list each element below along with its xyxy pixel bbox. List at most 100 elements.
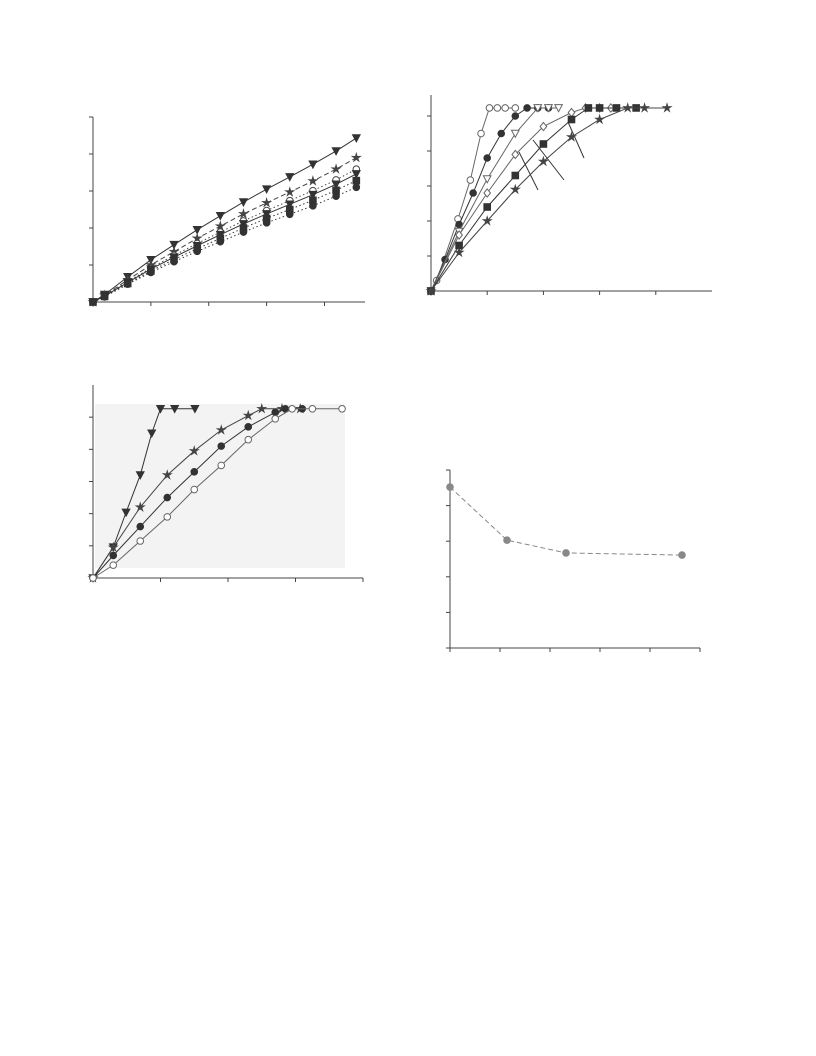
marker: [537, 155, 549, 167]
marker: [612, 104, 621, 112]
marker: [594, 113, 606, 125]
marker: [511, 112, 520, 120]
marker: [109, 561, 118, 569]
marker: [350, 151, 362, 163]
marker: [511, 171, 520, 180]
marker: [308, 405, 317, 413]
series-line: [92, 408, 303, 579]
marker: [190, 405, 200, 414]
marker: [271, 408, 280, 417]
series-line: [449, 486, 683, 556]
marker: [262, 219, 271, 227]
marker: [511, 104, 520, 112]
marker: [446, 483, 454, 491]
marker: [190, 485, 199, 494]
marker: [169, 240, 179, 250]
series-line: [430, 107, 637, 292]
marker: [307, 175, 319, 186]
marker: [352, 176, 361, 185]
series-line: [430, 107, 549, 292]
marker: [497, 129, 506, 138]
marker: [493, 104, 502, 112]
marker: [308, 160, 318, 170]
marker: [284, 186, 296, 197]
marker: [523, 104, 531, 112]
marker: [639, 102, 651, 113]
marker: [123, 280, 132, 289]
marker: [121, 508, 131, 518]
marker: [332, 192, 340, 200]
marker: [217, 461, 226, 470]
marker: [237, 208, 250, 219]
marker: [509, 183, 521, 195]
marker: [309, 202, 317, 210]
marker: [503, 536, 511, 544]
marker: [351, 170, 361, 179]
marker: [271, 414, 280, 423]
marker: [239, 228, 248, 236]
marker: [331, 180, 341, 190]
marker: [155, 405, 166, 414]
marker: [244, 435, 253, 444]
marker: [261, 210, 272, 219]
marker: [100, 293, 109, 301]
marker: [308, 190, 318, 200]
marker: [622, 102, 634, 113]
marker: [485, 104, 494, 112]
series-line: [92, 408, 301, 579]
marker: [285, 210, 294, 219]
marker: [483, 154, 492, 162]
marker: [567, 115, 576, 124]
marker: [238, 220, 249, 229]
marker: [425, 285, 437, 296]
marker: [501, 104, 509, 112]
marker: [288, 405, 296, 413]
marker: [147, 429, 157, 439]
marker: [215, 424, 227, 435]
marker: [678, 551, 686, 559]
marker: [455, 230, 464, 240]
marker: [338, 405, 346, 413]
marker: [89, 574, 97, 582]
marker: [214, 220, 226, 231]
marker: [134, 501, 146, 512]
marker: [330, 163, 342, 174]
marker: [533, 104, 543, 113]
marker: [510, 129, 520, 139]
marker: [109, 551, 118, 560]
marker: [466, 176, 475, 184]
marker: [193, 247, 201, 256]
marker: [89, 298, 97, 306]
marker: [565, 131, 578, 142]
marker: [244, 423, 253, 431]
marker: [192, 226, 202, 235]
marker: [190, 468, 199, 476]
marker: [562, 549, 570, 557]
marker: [352, 183, 361, 192]
marker: [661, 102, 673, 113]
marker: [256, 402, 268, 414]
marker: [539, 140, 548, 148]
marker: [595, 104, 604, 112]
marker: [261, 185, 272, 195]
marker: [543, 104, 554, 113]
marker: [216, 237, 225, 246]
annotation-line: [567, 121, 585, 159]
marker: [163, 493, 172, 502]
annotation-line: [518, 151, 539, 191]
marker: [242, 409, 254, 421]
marker: [147, 268, 155, 277]
marker: [511, 149, 520, 160]
marker: [481, 215, 493, 226]
marker: [261, 197, 273, 208]
marker: [285, 200, 295, 210]
series-line: [430, 107, 668, 292]
marker: [136, 537, 145, 545]
marker: [539, 121, 548, 132]
marker: [351, 134, 361, 143]
marker: [135, 471, 145, 480]
marker: [161, 469, 173, 480]
marker: [483, 188, 492, 198]
marker: [170, 405, 180, 414]
